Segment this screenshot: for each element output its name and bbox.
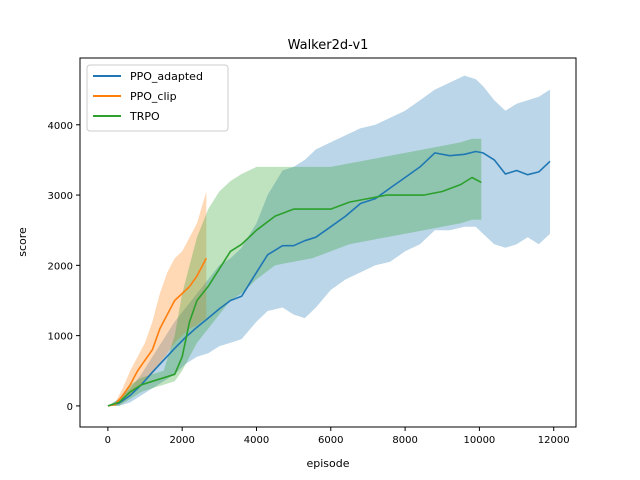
y-axis-label: score (16, 227, 29, 257)
line-ppo-clip (107, 257, 208, 407)
x-tick-label: 6000 (318, 435, 343, 446)
line-trpo (107, 176, 482, 407)
band-ppo-adapted (107, 75, 551, 406)
x-axis-label: episode (306, 457, 349, 470)
x-tick-label: 10000 (463, 435, 495, 446)
band-ppo-clip (107, 191, 207, 406)
y-tick-label: 2000 (48, 261, 73, 272)
plot-frame (79, 57, 577, 428)
confidence-bands (107, 75, 551, 406)
legend-label: TRPO (129, 110, 160, 123)
legend: PPO_adapted PPO_clip TRPO (86, 64, 229, 132)
legend-item-ppo-adapted: PPO_adapted (93, 70, 203, 83)
chart-title: Walker2d-v1 (288, 38, 369, 53)
legend-box (86, 64, 229, 132)
y-tick-label: 3000 (48, 191, 73, 202)
x-axis: 0 2000 4000 6000 8000 10000 12000 (105, 427, 570, 446)
y-tick-label: 0 (67, 402, 73, 413)
y-axis: 0 1000 2000 3000 4000 (48, 121, 80, 413)
legend-item-ppo-clip: PPO_clip (93, 90, 177, 103)
legend-label: PPO_adapted (130, 70, 203, 83)
y-tick-label: 4000 (48, 121, 73, 132)
y-tick-label: 1000 (48, 332, 73, 343)
x-tick-label: 8000 (392, 435, 417, 446)
x-tick-label: 0 (105, 435, 111, 446)
series-lines (107, 150, 551, 407)
x-tick-label: 2000 (169, 435, 194, 446)
legend-item-trpo: TRPO (93, 110, 160, 123)
legend-label: PPO_clip (130, 90, 177, 103)
band-trpo (107, 138, 482, 406)
line-ppo-adapted (107, 150, 551, 407)
x-tick-label: 4000 (244, 435, 269, 446)
x-tick-label: 12000 (538, 435, 570, 446)
